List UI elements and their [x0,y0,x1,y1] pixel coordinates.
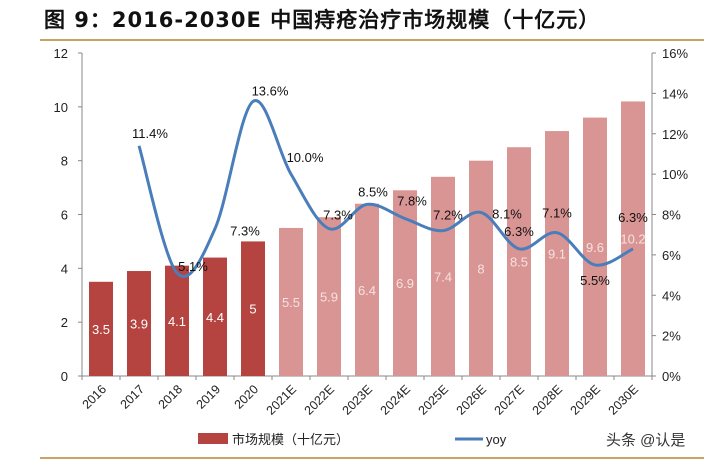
right-tick-label: 0% [662,369,681,384]
bar-2030E [621,101,645,376]
x-tick-label: 2030E [606,382,641,417]
x-tick-label: 2017 [118,382,148,412]
x-tick-label: 2021E [264,382,299,417]
x-tick-label: 2028E [530,382,565,417]
right-tick-label: 6% [662,248,681,263]
bar-label: 5.5 [282,295,300,310]
left-tick-label: 8 [61,154,68,169]
bar-label: 4.4 [206,310,224,325]
yoy-label: 7.2% [433,208,463,223]
yoy-label: 7.1% [542,206,572,221]
bar-2026E [469,160,493,376]
x-tick-label: 2022E [302,382,337,417]
yoy-label: 7.3% [230,224,260,239]
bar-label: 6.4 [358,283,376,298]
yoy-label: 8.5% [358,184,388,199]
x-tick-label: 2025E [416,382,451,417]
bar-label: 8 [477,261,484,276]
yoy-label: 7.8% [397,194,427,209]
x-tick-label: 2020 [232,382,262,412]
bar-label: 9.6 [586,240,604,255]
left-tick-label: 2 [61,315,68,330]
yoy-label: 10.0% [287,150,324,165]
bar-2021E [279,227,303,376]
left-tick-label: 0 [61,369,68,384]
left-tick-label: 10 [54,100,68,115]
bar-2029E [583,117,607,376]
x-tick-label: 2029E [568,382,603,417]
bar-2022E [317,217,341,376]
chart-title: 图 9：2016-2030E 中国痔疮治疗市场规模（十亿元） [44,8,601,32]
yoy-label: 6.3% [618,210,648,225]
bar-label: 6.9 [396,276,414,291]
yoy-label: 5.1% [178,259,208,274]
x-tick-label: 2019 [194,382,224,412]
right-tick-label: 12% [662,127,688,142]
right-tick-label: 16% [662,46,688,61]
bar-2020 [241,241,265,376]
x-tick-label: 2018 [156,382,186,412]
x-tick-label: 2027E [492,382,527,417]
left-tick-label: 6 [61,208,68,223]
legend-label-bar: 市场规模（十亿元） [232,432,349,447]
bar-label: 5 [249,302,256,317]
yoy-label: 13.6% [252,83,289,98]
legend-swatch-bar [198,433,228,444]
watermark: 头条 @认是 [606,432,685,449]
x-tick-label: 2024E [378,382,413,417]
bar-label: 8.5 [510,255,528,270]
bar-2016 [89,281,113,376]
bar-2027E [507,147,531,376]
bar-2017 [127,271,151,376]
bar-label: 7.4 [434,269,452,284]
left-tick-label: 12 [54,46,68,61]
yoy-label: 11.4% [132,126,168,141]
x-tick-label: 2026E [454,382,489,417]
yoy-label: 7.3% [323,208,353,223]
right-tick-label: 2% [662,329,681,344]
bar-2025E [431,176,455,376]
bar-label: 4.1 [168,314,186,329]
right-tick-label: 14% [662,86,688,101]
x-tick-label: 2016 [80,382,110,412]
bar-label: 3.5 [92,322,110,337]
bar-2028E [545,131,569,376]
bar-2018 [165,265,189,376]
yoy-line [137,99,634,278]
yoy-label: 8.1% [492,206,522,221]
yoy-label: 6.3% [504,224,534,239]
yoy-label: 5.5% [580,273,610,288]
right-tick-label: 10% [662,167,688,182]
x-tick-label: 2023E [340,382,375,417]
bar-2019 [203,257,227,376]
bar-label: 9.1 [548,247,566,262]
left-tick-label: 4 [61,261,68,276]
right-tick-label: 8% [662,208,681,223]
bar-2023E [355,203,379,376]
bar-label: 10.2 [620,232,645,247]
bar-label: 3.9 [130,317,148,332]
bar-label: 5.9 [320,290,338,305]
right-tick-label: 4% [662,288,681,303]
legend-label-line: yoy [486,432,507,447]
